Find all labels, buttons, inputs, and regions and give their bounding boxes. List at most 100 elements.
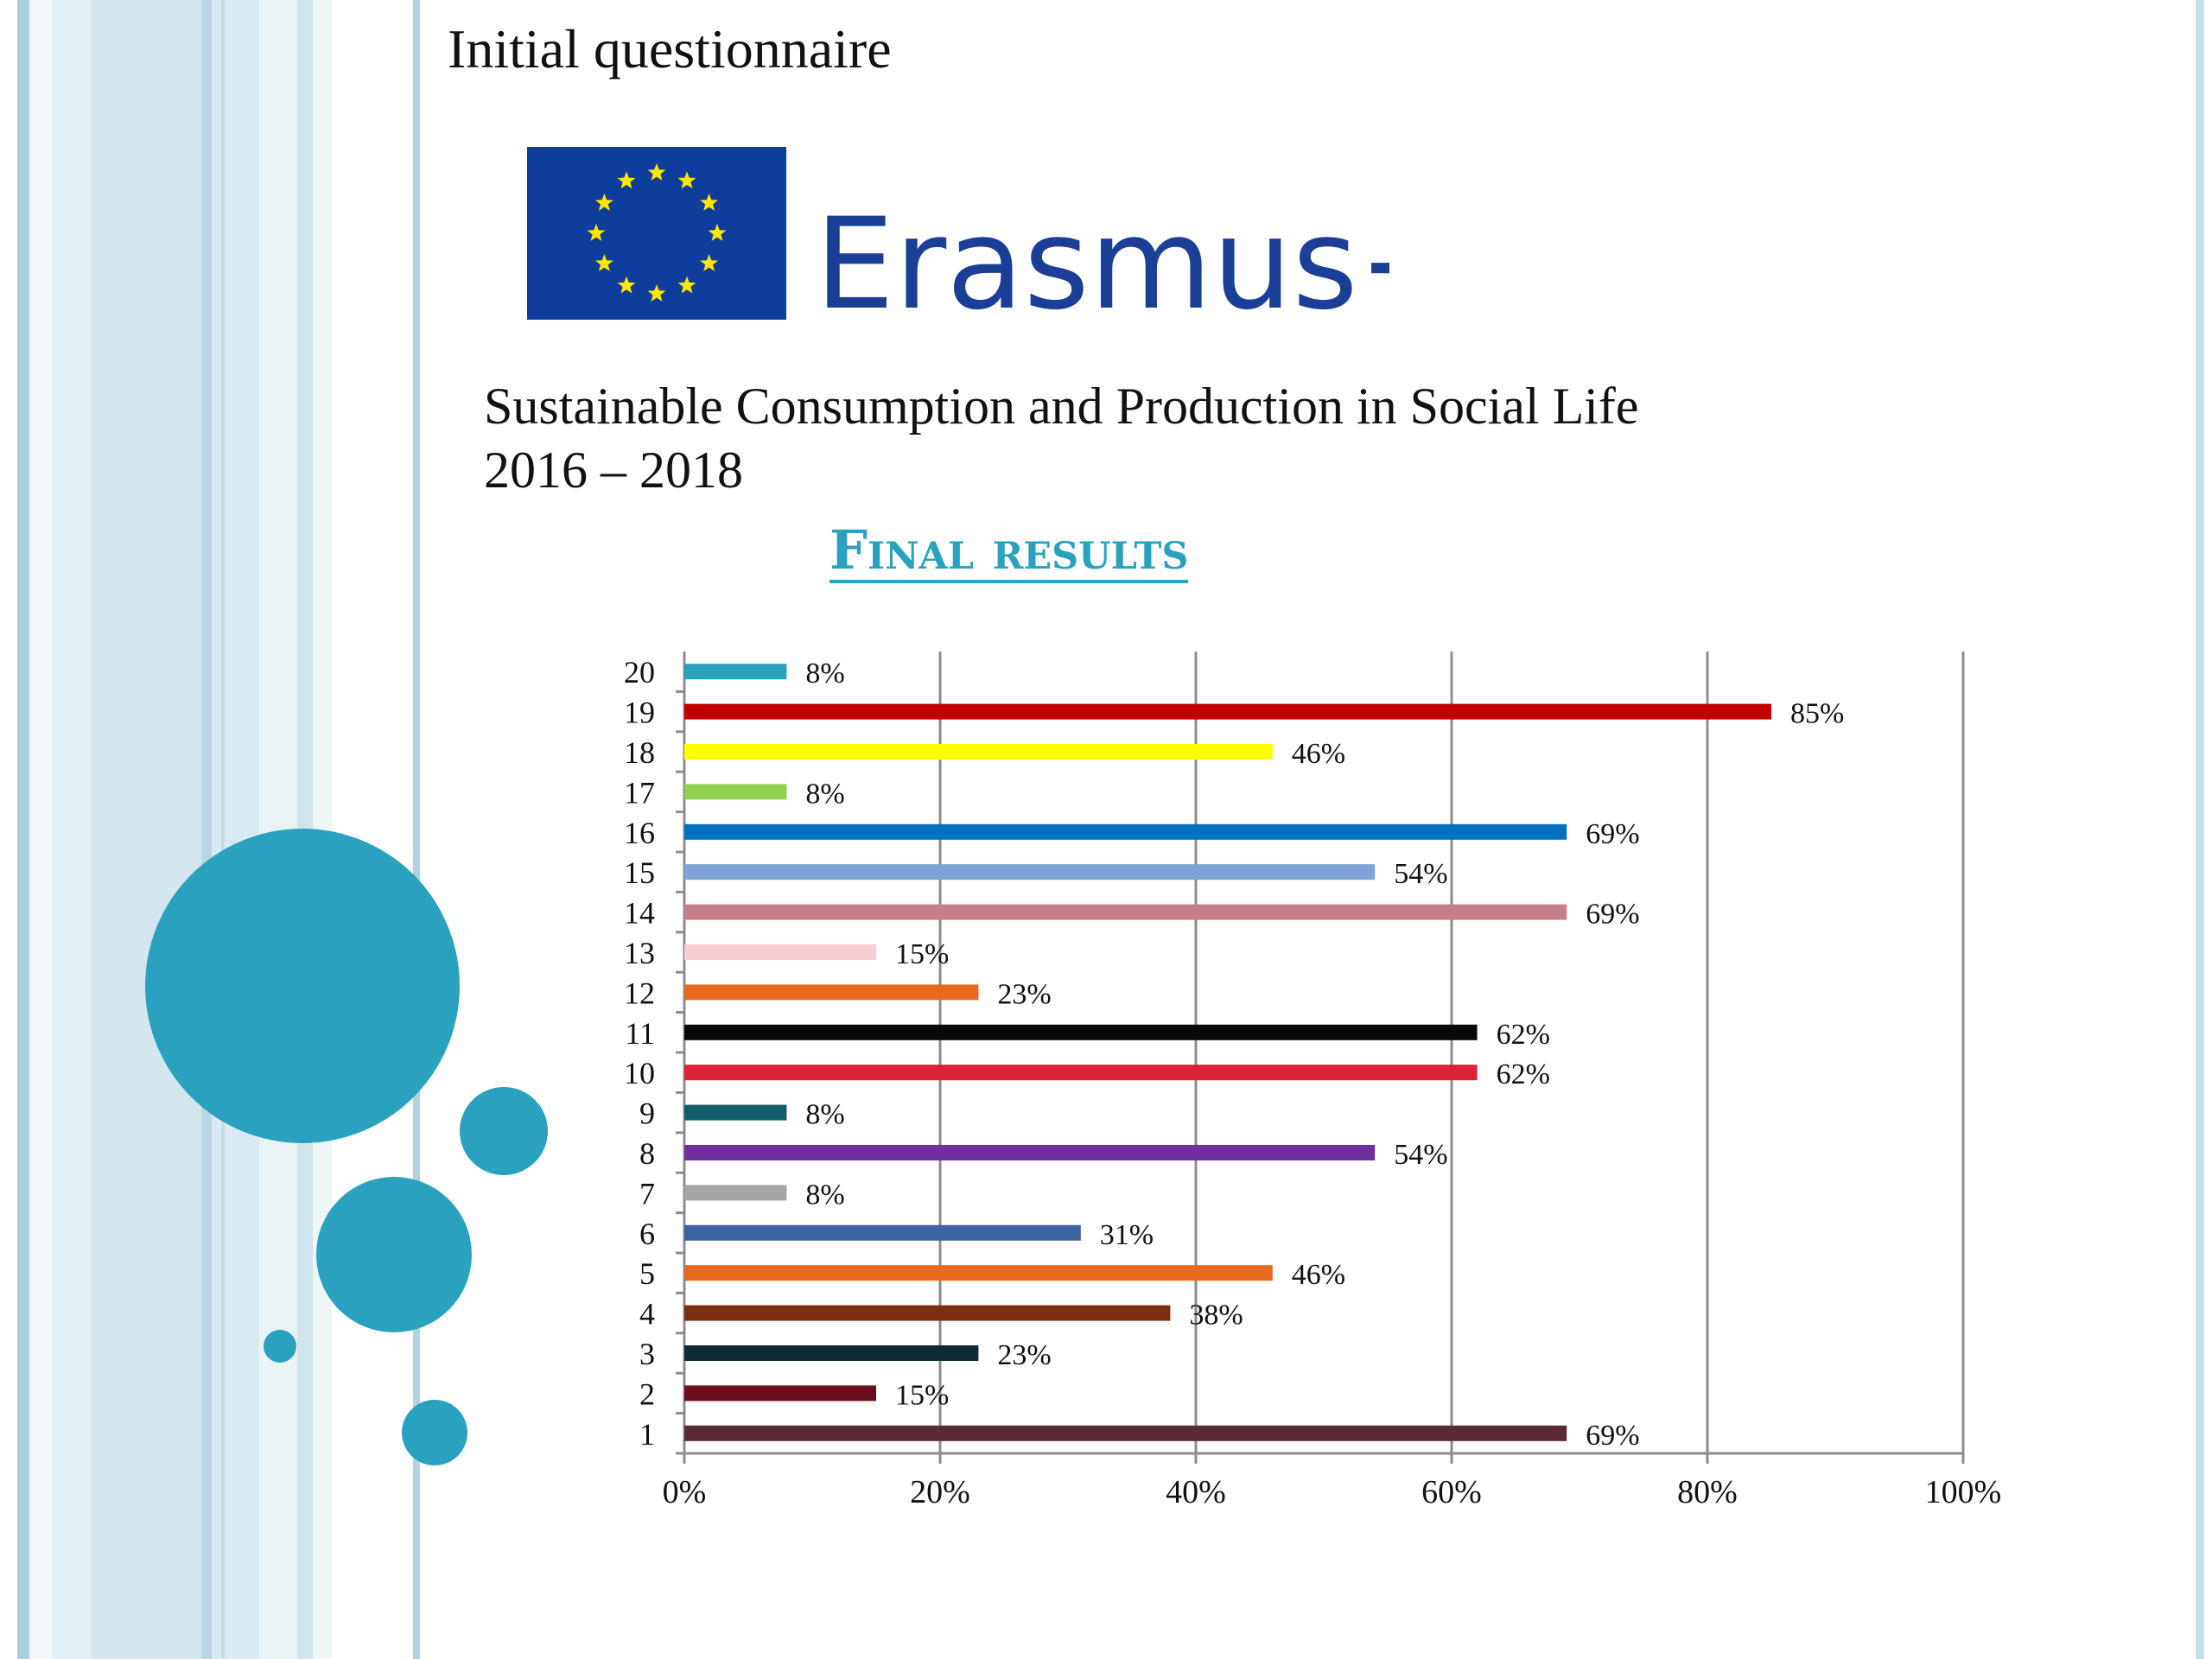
bar-10	[684, 1065, 1478, 1081]
decor-circle	[264, 1330, 296, 1363]
y-tick-label: 2	[639, 1376, 655, 1411]
data-label: 69%	[1586, 899, 1639, 931]
data-label: 46%	[1292, 738, 1345, 770]
data-label: 69%	[1586, 818, 1639, 850]
bar-8	[684, 1145, 1376, 1160]
y-tick-label: 12	[624, 976, 655, 1010]
star-icon	[647, 284, 666, 302]
project-years: 2016 – 2018	[484, 442, 743, 499]
data-label: 62%	[1497, 1019, 1550, 1051]
x-tick-label: 60%	[1421, 1474, 1482, 1510]
star-icon	[700, 254, 719, 271]
bar-5	[684, 1265, 1273, 1281]
star-icon	[617, 276, 636, 294]
y-tick-label: 13	[624, 936, 655, 970]
decor-circle	[460, 1087, 548, 1175]
bar-18	[684, 744, 1273, 760]
logo-wordmark: Erasmus+	[815, 191, 1389, 322]
x-tick-label: 0%	[663, 1474, 707, 1510]
decor-stripe	[212, 0, 259, 1659]
bar-4	[684, 1305, 1171, 1321]
data-label: 8%	[805, 1179, 844, 1211]
header-title: Initial questionnaire	[448, 18, 892, 79]
data-label: 8%	[805, 778, 844, 810]
decor-circle	[402, 1400, 467, 1465]
y-tick-label: 5	[639, 1256, 655, 1291]
star-icon	[677, 171, 696, 189]
bar-12	[684, 984, 979, 1001]
data-label: 62%	[1497, 1058, 1550, 1090]
bar-19	[684, 703, 1771, 720]
star-icon	[700, 194, 719, 211]
decor-rule-right	[2196, 0, 2204, 1659]
decor-stripe	[91, 0, 201, 1659]
data-label: 31%	[1100, 1219, 1154, 1251]
y-tick-label: 17	[624, 775, 655, 810]
eu-stars-icon	[587, 163, 727, 302]
x-tick-label: 80%	[1677, 1474, 1738, 1510]
x-tick-label: 40%	[1166, 1474, 1226, 1510]
data-label: 38%	[1189, 1300, 1243, 1332]
y-tick-label: 8	[639, 1136, 655, 1171]
bar-9	[684, 1104, 787, 1121]
y-tick-label: 1	[639, 1417, 655, 1452]
decor-stripe	[52, 0, 91, 1659]
decor-stripe	[17, 0, 29, 1659]
bar-13	[684, 944, 876, 960]
bar-16	[684, 823, 1567, 840]
data-label: 15%	[895, 938, 949, 970]
data-label: 8%	[805, 1099, 844, 1131]
bar-20	[684, 664, 787, 680]
bar-1	[684, 1425, 1567, 1441]
decor-stripe	[221, 0, 225, 1659]
y-tick-label: 9	[639, 1096, 655, 1131]
data-label: 15%	[895, 1379, 949, 1411]
y-tick-label: 6	[639, 1217, 655, 1251]
y-tick-label: 11	[625, 1016, 655, 1051]
data-label: 69%	[1586, 1420, 1639, 1452]
erasmus-logo: Erasmus+	[527, 147, 1389, 322]
star-icon	[594, 254, 613, 271]
section-title: Final results	[830, 522, 1189, 584]
decor-stripe	[201, 0, 212, 1659]
x-tick-label: 100%	[1925, 1474, 2002, 1510]
star-icon	[587, 224, 606, 241]
data-label: 23%	[997, 978, 1051, 1010]
y-tick-label: 16	[624, 816, 655, 850]
y-tick-label: 14	[624, 896, 655, 931]
star-icon	[708, 224, 727, 241]
y-tick-label: 20	[624, 655, 655, 690]
data-label: 8%	[805, 658, 844, 690]
y-tick-label: 19	[624, 696, 655, 730]
bar-11	[684, 1024, 1478, 1040]
y-tick-label: 7	[639, 1176, 655, 1211]
bar-7	[684, 1185, 787, 1201]
x-tick-label: 20%	[910, 1474, 970, 1510]
bar-2	[684, 1385, 876, 1402]
y-tick-label: 3	[639, 1337, 655, 1371]
data-label: 23%	[997, 1339, 1051, 1371]
data-label: 54%	[1394, 858, 1447, 890]
project-title: Sustainable Consumption and Production i…	[484, 378, 1639, 435]
y-tick-label: 10	[624, 1056, 655, 1090]
bar-14	[684, 904, 1567, 920]
bar-3	[684, 1345, 979, 1361]
y-tick-label: 4	[639, 1297, 655, 1332]
decor-circle	[145, 829, 460, 1143]
data-label: 46%	[1292, 1259, 1345, 1291]
star-icon	[647, 163, 666, 181]
star-icon	[677, 276, 696, 294]
star-icon	[617, 171, 636, 189]
decor-circle	[316, 1177, 472, 1332]
star-icon	[594, 194, 613, 211]
bar-17	[684, 784, 787, 800]
decor-stripe	[29, 0, 52, 1659]
bar-6	[684, 1224, 1081, 1241]
data-label: 85%	[1790, 698, 1844, 730]
y-tick-label: 15	[624, 855, 655, 890]
data-label: 54%	[1394, 1139, 1447, 1171]
decor-rule-left	[413, 0, 420, 1659]
